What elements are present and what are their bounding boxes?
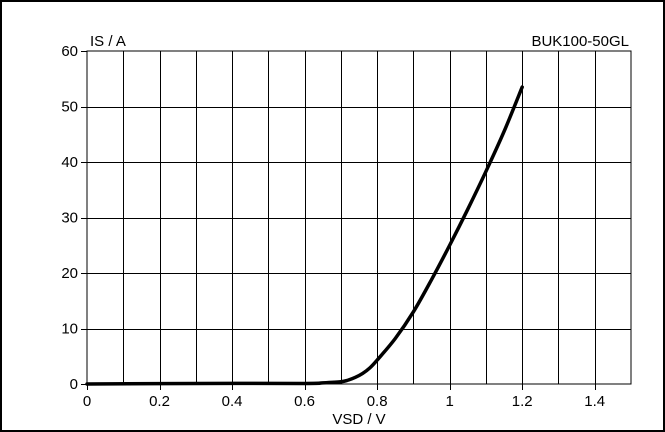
y-tick-label-4: 40 (61, 154, 78, 171)
y-tick-label-0: 0 (70, 376, 78, 393)
tick-labels: 0 0.2 0.4 0.6 0.8 1 1.2 1.4 0 10 20 30 40 50 60 (61, 43, 605, 410)
x-tick-label-7: 1.4 (584, 393, 605, 410)
grid (87, 51, 631, 384)
y-axis-label: IS / A (90, 33, 126, 50)
x-axis-label: VSD / V (332, 411, 385, 428)
x-tick-label-3: 0.6 (294, 393, 315, 410)
y-tick-label-1: 10 (61, 321, 78, 338)
y-tick-label-2: 20 (61, 265, 78, 282)
x-tick-label-1: 0.2 (149, 393, 170, 410)
y-tick-label-3: 30 (61, 210, 78, 227)
y-tick-label-5: 50 (61, 99, 78, 116)
x-tick-label-5: 1 (445, 393, 453, 410)
x-tick-label-2: 0.4 (222, 393, 243, 410)
x-tick-label-6: 1.2 (512, 393, 533, 410)
ticks (81, 51, 596, 390)
part-number-annotation: BUK100-50GL (531, 33, 629, 50)
y-tick-label-6: 60 (61, 43, 78, 60)
x-tick-label-0: 0 (83, 393, 91, 410)
plot-area-border (86, 50, 632, 385)
x-tick-label-4: 0.8 (367, 393, 388, 410)
series-line-0 (85, 85, 524, 386)
series-layer (85, 85, 524, 386)
